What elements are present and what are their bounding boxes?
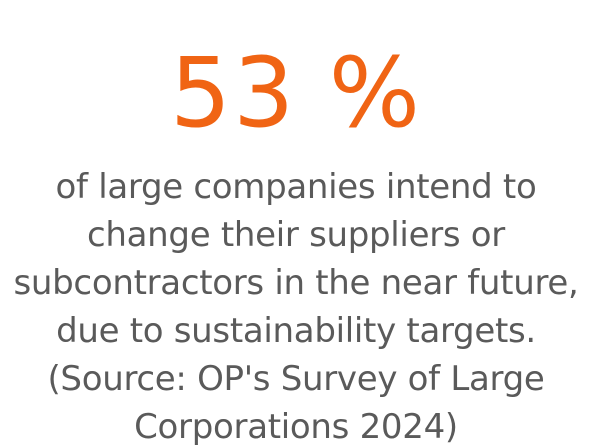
statistic-value: 53 %: [170, 37, 422, 149]
statistic-caption: of large companies intend to change thei…: [13, 167, 579, 447]
